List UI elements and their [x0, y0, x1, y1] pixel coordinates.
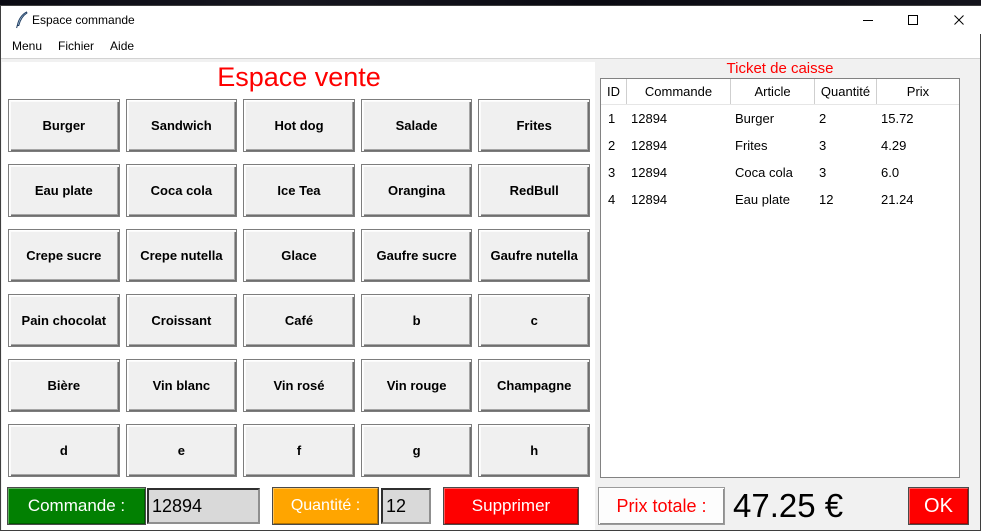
product-button-vin-blanc[interactable]: Vin blanc [125, 359, 238, 412]
product-button-h[interactable]: h [478, 424, 590, 477]
product-button-glace[interactable]: Glace [243, 229, 355, 282]
table-row[interactable]: 3 12894 Coca cola 3 6.0 [601, 159, 959, 186]
cell-prix: 6.0 [881, 165, 900, 180]
product-button-redbull[interactable]: RedBull [478, 164, 590, 217]
minimize-button[interactable] [845, 6, 891, 34]
product-button-salade[interactable]: Salade [360, 99, 473, 152]
table-row[interactable]: 4 12894 Eau plate 12 21.24 [601, 186, 959, 213]
cell-quantite: 12 [819, 192, 834, 207]
cell-quantite: 2 [819, 111, 827, 126]
column-header-article[interactable]: Article [731, 79, 815, 104]
column-header-prix[interactable]: Prix [906, 84, 930, 99]
cell-commande: 12894 [631, 192, 668, 207]
window-title: Espace commande [32, 13, 135, 27]
product-button-gaufre-sucre[interactable]: Gaufre sucre [360, 229, 473, 282]
supprimer-button[interactable]: Supprimer [443, 487, 579, 525]
product-button-sandwich[interactable]: Sandwich [125, 99, 238, 152]
column-header-id[interactable]: ID [601, 79, 627, 104]
sale-frame: Espace vente Burger Sandwich Hot dog Sal… [2, 62, 595, 530]
product-button-ice-tea[interactable]: Ice Tea [243, 164, 355, 217]
ticket-title: Ticket de caisse [726, 60, 834, 77]
close-button[interactable] [936, 6, 981, 34]
cell-id: 3 [608, 165, 616, 180]
ticket-table: ID Commande Article Quantité Prix 1 1289… [600, 78, 960, 478]
client-area: Espace vente Burger Sandwich Hot dog Sal… [1, 59, 980, 530]
cell-article: Frites [735, 138, 768, 153]
product-button-orangina[interactable]: Orangina [360, 164, 473, 217]
menu-bar: Menu Fichier Aide [1, 34, 980, 59]
cell-article: Eau plate [735, 192, 790, 207]
cell-commande: 12894 [631, 111, 668, 126]
quantite-button[interactable]: Quantité : [272, 487, 379, 525]
cell-article: Burger [735, 111, 775, 126]
desktop-background [0, 0, 981, 5]
product-button-frites[interactable]: Frites [478, 99, 590, 152]
cell-prix: 15.72 [881, 111, 914, 126]
product-button-b[interactable]: b [360, 294, 473, 347]
cell-quantite: 3 [819, 165, 827, 180]
product-button-burger[interactable]: Burger [8, 99, 120, 152]
commande-button[interactable]: Commande : [7, 487, 146, 525]
cell-id: 1 [608, 111, 616, 126]
product-button-eau-plate[interactable]: Eau plate [8, 164, 120, 217]
product-button-crepe-sucre[interactable]: Crepe sucre [8, 229, 120, 282]
menu-item-menu[interactable]: Menu [12, 38, 43, 53]
product-button-croissant[interactable]: Croissant [125, 294, 238, 347]
cell-id: 2 [608, 138, 616, 153]
product-button-hot-dog[interactable]: Hot dog [243, 99, 355, 152]
cell-commande: 12894 [631, 138, 668, 153]
quantite-input[interactable] [381, 488, 431, 524]
cell-article: Coca cola [735, 165, 793, 180]
maximize-button[interactable] [890, 6, 936, 34]
cell-commande: 12894 [631, 165, 668, 180]
product-button-g[interactable]: g [360, 424, 473, 477]
product-button-cafe[interactable]: Café [243, 294, 355, 347]
sale-area-title: Espace vente [217, 62, 381, 92]
cell-prix: 4.29 [881, 138, 907, 153]
prix-total-button[interactable]: Prix totale : [598, 487, 725, 525]
product-button-crepe-nutella[interactable]: Crepe nutella [125, 229, 238, 282]
product-button-biere[interactable]: Bière [8, 359, 120, 412]
title-bar[interactable]: Espace commande [1, 6, 981, 34]
product-button-gaufre-nutella[interactable]: Gaufre nutella [478, 229, 590, 282]
product-button-e[interactable]: e [125, 424, 238, 477]
menu-item-aide[interactable]: Aide [110, 38, 135, 53]
prix-total-value: 47.25 € [733, 487, 844, 524]
product-button-champagne[interactable]: Champagne [478, 359, 590, 412]
product-button-coca-cola[interactable]: Coca cola [125, 164, 238, 217]
product-button-d[interactable]: d [8, 424, 120, 477]
tk-feather-icon [14, 11, 29, 29]
column-header-quantite[interactable]: Quantité [815, 79, 877, 104]
product-button-vin-rouge[interactable]: Vin rouge [360, 359, 473, 412]
product-button-vin-rose[interactable]: Vin rosé [243, 359, 355, 412]
cell-quantite: 3 [819, 138, 827, 153]
product-button-c[interactable]: c [478, 294, 590, 347]
ok-button[interactable]: OK [908, 487, 969, 525]
cell-id: 4 [608, 192, 616, 207]
menu-item-fichier[interactable]: Fichier [58, 38, 95, 53]
app-window: Espace commande Menu Fichier Aide Espace… [0, 5, 981, 531]
ticket-table-header: ID Commande Article Quantité Prix [601, 79, 959, 105]
product-button-pain-chocolat[interactable]: Pain chocolat [8, 294, 120, 347]
product-button-grid: Burger Sandwich Hot dog Salade Frites Ea… [8, 99, 590, 477]
column-header-commande[interactable]: Commande [627, 79, 731, 104]
cell-prix: 21.24 [881, 192, 914, 207]
table-row[interactable]: 1 12894 Burger 2 15.72 [601, 105, 959, 132]
product-button-f[interactable]: f [243, 424, 355, 477]
table-row[interactable]: 2 12894 Frites 3 4.29 [601, 132, 959, 159]
commande-input[interactable] [147, 488, 260, 524]
